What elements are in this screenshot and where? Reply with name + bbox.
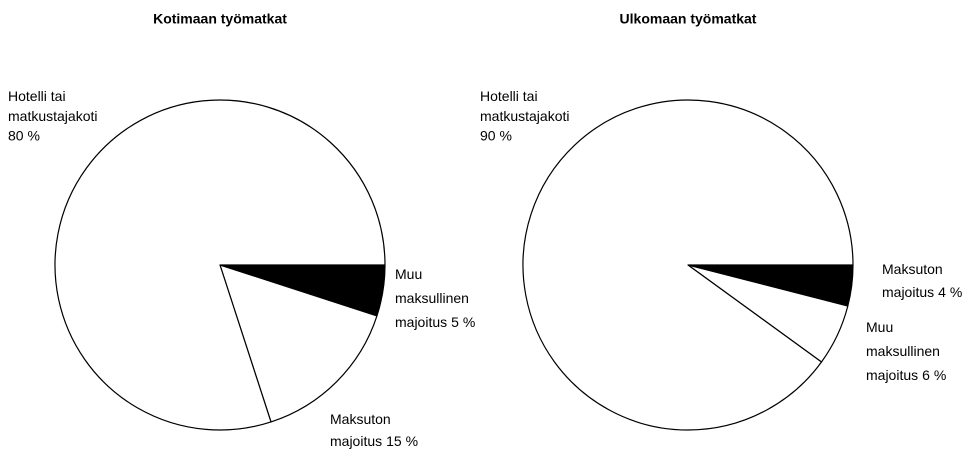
category-label: Hotelli tai [8, 88, 66, 104]
category-label: Muu [866, 319, 893, 335]
slice-label: Maksuton [330, 411, 391, 427]
category-label: matkustajakoti [8, 108, 97, 124]
pie-slice [54, 99, 386, 431]
value-label: 80 % [8, 128, 40, 144]
category-label: majoitus [882, 284, 934, 300]
slice-label: maksullinen [395, 290, 469, 306]
value-label: 5 % [451, 314, 475, 330]
value-label: 15 % [386, 433, 418, 449]
slice-label: majoitus 4 % [882, 284, 962, 300]
category-label: majoitus [395, 314, 447, 330]
slice-label: Muu [866, 319, 893, 335]
category-label: Maksuton [330, 411, 391, 427]
value-label: 90 % [480, 128, 512, 144]
category-label: maksullinen [395, 290, 469, 306]
slice-label: matkustajakoti [8, 108, 97, 124]
category-label: Hotelli tai [480, 88, 538, 104]
chart-title: Ulkomaan työmatkat [620, 11, 757, 27]
category-label: majoitus [330, 433, 382, 449]
value-label: 4 % [938, 284, 962, 300]
slice-label: Hotelli tai [480, 88, 538, 104]
slice-label: Hotelli tai [8, 88, 66, 104]
category-label: Muu [395, 266, 422, 282]
slice-label: majoitus 6 % [866, 367, 946, 383]
pie-slice [219, 264, 378, 423]
slice-label: Muu [395, 266, 422, 282]
slice-label: Maksuton [882, 261, 943, 277]
category-label: Maksuton [882, 261, 943, 277]
slice-label: matkustajakoti [480, 108, 569, 124]
slice-label: majoitus 5 % [395, 314, 475, 330]
slice-label: majoitus 15 % [330, 433, 418, 449]
value-label: 6 % [922, 367, 946, 383]
category-label: matkustajakoti [480, 108, 569, 124]
pie-slice [522, 99, 854, 431]
chart-title: Kotimaan työmatkat [153, 11, 287, 27]
slice-label: maksullinen [866, 343, 940, 359]
category-label: majoitus [866, 367, 918, 383]
category-label: maksullinen [866, 343, 940, 359]
